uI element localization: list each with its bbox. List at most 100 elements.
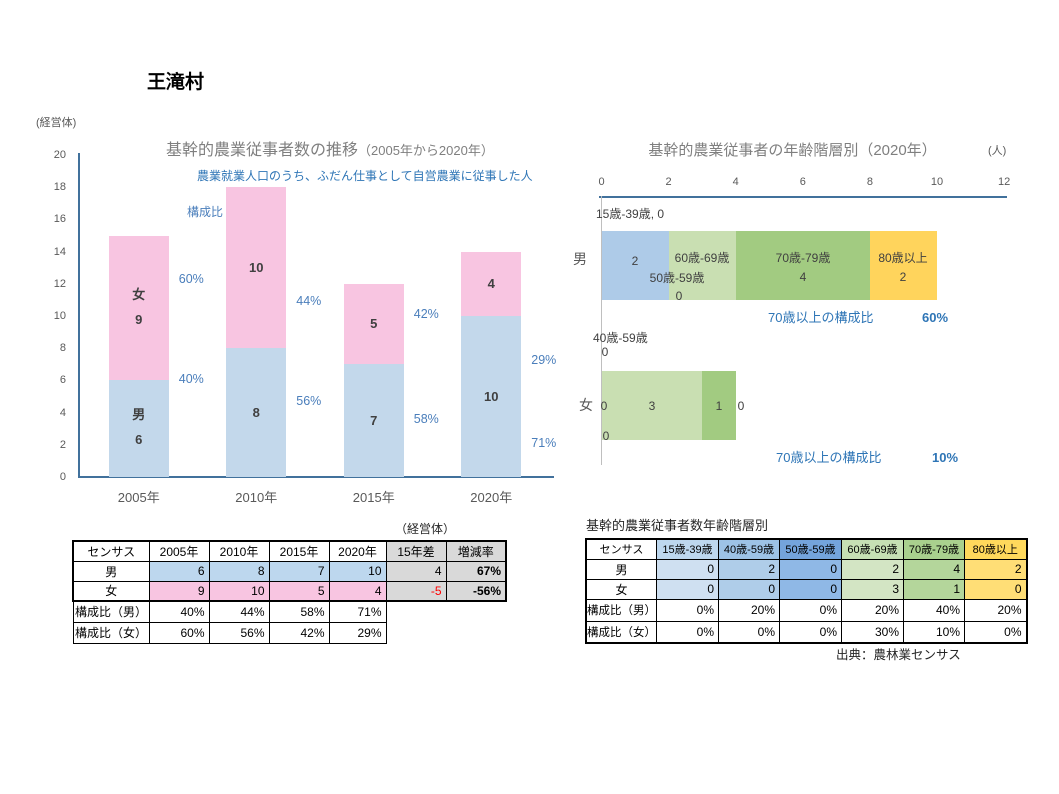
table-cell: 0 bbox=[656, 558, 719, 580]
table-cell: 0 bbox=[656, 578, 719, 600]
table-empty-cell bbox=[446, 622, 506, 643]
right-chart-unit-label: (人) bbox=[988, 145, 1007, 157]
table-cell: 44% bbox=[208, 600, 270, 623]
table-cell: 8 bbox=[208, 560, 270, 582]
y-axis-tick-label: 14 bbox=[53, 245, 66, 258]
table-cell: 4 bbox=[328, 580, 387, 602]
table-header-cell: 2005年 bbox=[148, 540, 210, 562]
x-axis-tick-label: 8 bbox=[866, 176, 873, 188]
table-cell: 29% bbox=[328, 621, 387, 644]
table-cell: 7 bbox=[268, 560, 330, 582]
table-row-label: 女 bbox=[72, 580, 150, 602]
y-axis-tick-label: 6 bbox=[59, 374, 66, 387]
table-header-cell: 15年差 bbox=[385, 540, 447, 562]
table-cell: 40% bbox=[148, 600, 210, 623]
bar-label-female: 5 bbox=[370, 316, 378, 332]
table-cell: 4 bbox=[385, 560, 447, 582]
left-chart-subtitle: 農業就業人口のうち、ふだん仕事として自営農業に従事した人 bbox=[197, 169, 533, 183]
table-header-cell: センサス bbox=[72, 540, 150, 562]
right-chart-annotation: 0 bbox=[602, 429, 610, 443]
left-chart-title-suffix: （2005年から2020年） bbox=[358, 143, 494, 158]
table-cell: 2 bbox=[841, 558, 904, 580]
table-header-row: センサス 15歳-39歳 40歳-59歳 50歳-59歳 60歳-69歳 70歳-79歳 8… bbox=[585, 538, 1028, 560]
y-axis-tick-label: 8 bbox=[59, 342, 66, 355]
table-header-cell: 増減率 bbox=[445, 540, 507, 562]
bar-segment-male bbox=[461, 316, 522, 477]
left-chart-title-main: 基幹的農業従事者数の推移 bbox=[166, 142, 359, 159]
table-row: 構成比（女） 0% 0% 0% 30% 10% 0% bbox=[585, 620, 1028, 644]
table-row: 構成比（女） 60% 56% 42% 29% bbox=[72, 621, 506, 644]
table-cell: 1 bbox=[903, 578, 965, 600]
bar-segment-female bbox=[461, 251, 522, 316]
age-group-table: センサス 15歳-39歳 40歳-59歳 50歳-59歳 60歳-69歳 70歳-79歳 8… bbox=[585, 538, 1028, 644]
table-header-cell: 15歳-39歳 bbox=[656, 538, 719, 560]
table-cell: 2 bbox=[964, 558, 1028, 580]
table-cell: -56% bbox=[445, 580, 507, 602]
table-cell: 2 bbox=[718, 558, 780, 580]
right-chart-annotation: 15歳-39歳, 0 bbox=[596, 207, 665, 221]
bar-segment-male bbox=[601, 231, 669, 300]
table-cell: 56% bbox=[208, 621, 270, 644]
table-row-label: 男 bbox=[72, 560, 150, 582]
left-chart-ratio-note: 構成比 bbox=[187, 205, 224, 219]
left-chart-title: 基幹的農業従事者数の推移（2005年から2020年） bbox=[166, 142, 494, 160]
left-chart-unit-label: (経営体) bbox=[36, 117, 77, 129]
table-cell: 0% bbox=[964, 620, 1028, 644]
pct-label-male: 58% bbox=[413, 412, 439, 426]
table-cell: 67% bbox=[445, 560, 507, 582]
y-axis-tick-label: 12 bbox=[53, 277, 66, 290]
pct-label-female: 44% bbox=[296, 294, 322, 308]
right-chart-annotation: 2 bbox=[631, 254, 639, 268]
table-cell: 10 bbox=[208, 580, 270, 602]
right-chart-annotation: 0 bbox=[601, 345, 609, 359]
table-cell: 0% bbox=[779, 620, 842, 644]
female-70plus-ratio-value: 10% bbox=[932, 450, 959, 465]
right-chart-annotation: 70歳-79歳 bbox=[775, 251, 831, 265]
bar-label-male: 8 bbox=[252, 404, 260, 420]
summary-table: センサス 2005年 2010年 2015年 2020年 15年差 増減率男 6 8 7 10 4 67… bbox=[72, 540, 507, 644]
right-chart-annotation: 1 bbox=[715, 399, 723, 413]
table-cell: 3 bbox=[841, 578, 904, 600]
x-axis-category-label: 2010年 bbox=[235, 490, 278, 505]
bar-label-female: 10 bbox=[249, 259, 264, 275]
right-chart-annotation: 男 bbox=[573, 251, 587, 267]
right-chart-annotation: 0 bbox=[675, 289, 683, 303]
table-header-cell: 60歳-69歳 bbox=[841, 538, 904, 560]
table-header-cell: 50歳-59歳 bbox=[779, 538, 842, 560]
right-chart-annotation: 3 bbox=[648, 399, 656, 413]
right-chart-title-main: 基幹的農業従事者の年齢階層別（2020年） bbox=[648, 142, 937, 159]
table-cell: 40% bbox=[903, 598, 965, 622]
table-row-label: 男 bbox=[585, 558, 657, 580]
pct-label-female: 60% bbox=[178, 272, 204, 286]
right-chart-annotation: 0 bbox=[737, 399, 745, 413]
bar-segment-male bbox=[226, 348, 287, 477]
y-axis-tick-label: 0 bbox=[59, 471, 66, 483]
bar-segment-male bbox=[343, 364, 404, 477]
table-header-cell: 2020年 bbox=[328, 540, 387, 562]
table-cell: 0% bbox=[656, 598, 719, 622]
y-axis-tick-label: 16 bbox=[53, 213, 66, 226]
table-row-label: 構成比（女） bbox=[585, 620, 657, 644]
table-header-cell: 40歳-59歳 bbox=[718, 538, 780, 560]
table-cell: 20% bbox=[964, 598, 1028, 622]
bar-label-female: 4 bbox=[487, 275, 495, 291]
table-row: 構成比（男） 0% 20% 0% 20% 40% 20% bbox=[585, 598, 1028, 622]
female-70plus-ratio-label: 70歳以上の構成比 bbox=[776, 450, 882, 465]
table-cell: 20% bbox=[841, 598, 904, 622]
pct-label-female: 29% bbox=[531, 353, 557, 367]
x-axis-tick-label: 0 bbox=[598, 176, 605, 188]
source-note: 出典：農林業センサス bbox=[836, 648, 961, 662]
y-axis-tick-label: 18 bbox=[53, 181, 66, 194]
table-header-cell: 2015年 bbox=[268, 540, 330, 562]
table-cell: 71% bbox=[328, 600, 387, 623]
table-row-label: 構成比（女） bbox=[72, 621, 150, 644]
bar-segment-male bbox=[869, 231, 937, 300]
table-cell: 9 bbox=[148, 580, 210, 602]
bar-segment-female bbox=[601, 371, 703, 440]
bar-segment-female bbox=[702, 371, 736, 440]
x-axis-tick-label: 2 bbox=[665, 176, 672, 188]
bar-segment-female bbox=[226, 187, 287, 349]
x-axis-tick-label: 4 bbox=[732, 176, 739, 188]
